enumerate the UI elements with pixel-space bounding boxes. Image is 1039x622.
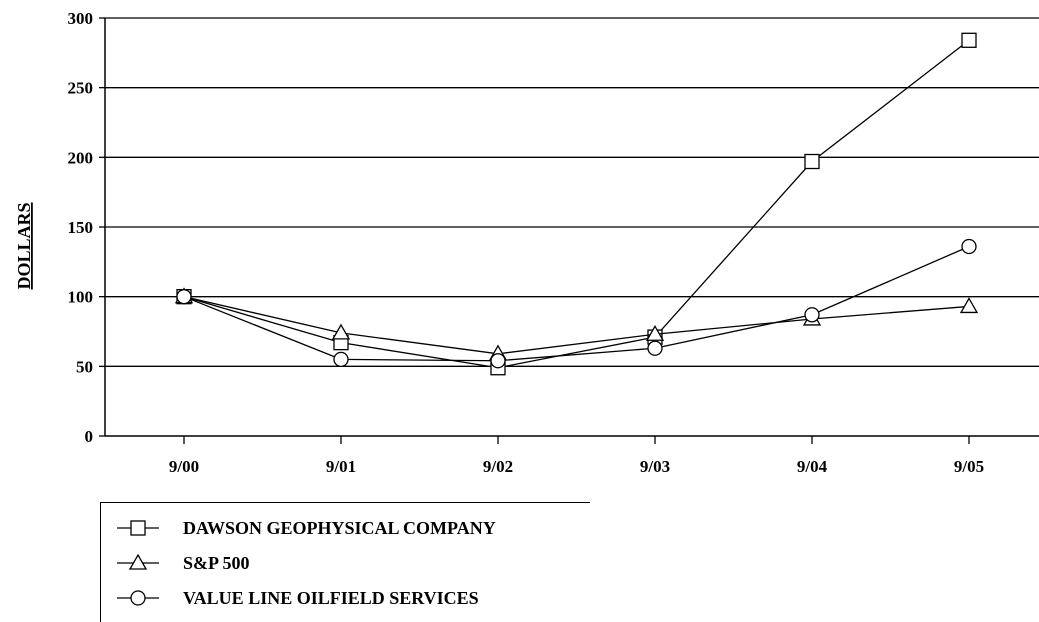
data-point-circle	[176, 289, 192, 305]
y-tick-label: 300	[68, 9, 94, 28]
legend-item-dawson: DAWSON GEOPHYSICAL COMPANY	[115, 513, 496, 543]
x-tick-label: 9/03	[640, 457, 670, 476]
legend-label: VALUE LINE OILFIELD SERVICES	[183, 587, 479, 608]
legend-label: DAWSON GEOPHYSICAL COMPANY	[183, 517, 496, 538]
legend-label: S&P 500	[183, 552, 250, 573]
data-point-circle	[804, 307, 820, 323]
y-tick-label: 250	[68, 79, 94, 98]
data-point-circle	[647, 340, 663, 356]
data-point-triangle	[959, 297, 979, 314]
y-tick-label: 0	[85, 427, 94, 446]
x-tick-label: 9/05	[954, 457, 984, 476]
x-tick-label: 9/02	[483, 457, 513, 476]
data-point-triangle	[331, 323, 351, 340]
y-gridlines	[105, 17, 1039, 367]
legend: DAWSON GEOPHYSICAL COMPANY S&P 500 VALUE…	[100, 502, 590, 622]
x-tick-labels: 9/00 9/01 9/02 9/03 9/04 9/05	[169, 457, 984, 476]
series-line	[183, 296, 970, 355]
square-marker-icon	[117, 520, 159, 536]
data-point-circle	[333, 351, 349, 368]
axes	[99, 17, 1039, 444]
legend-item-sp500: S&P 500	[115, 548, 250, 578]
y-tick-label: 200	[68, 148, 94, 167]
x-tick-label: 9/00	[169, 457, 199, 476]
series-triangle	[174, 287, 979, 361]
data-point-square	[961, 32, 977, 48]
x-tick-label: 9/01	[326, 457, 356, 476]
series-circle	[176, 238, 977, 369]
legend-item-value-line: VALUE LINE OILFIELD SERVICES	[115, 583, 479, 613]
series-line	[183, 245, 970, 362]
y-tick-labels: 0 50 100 150 200 250 300	[68, 9, 94, 446]
circle-marker-icon	[117, 590, 159, 606]
data-point-circle	[961, 238, 977, 255]
data-point-triangle	[645, 324, 665, 341]
data-point-circle	[490, 353, 506, 369]
data-point-square	[804, 153, 820, 170]
y-axis-label: DOLLARS	[14, 202, 34, 289]
series-lines	[174, 32, 979, 376]
x-tick-label: 9/04	[797, 457, 828, 476]
y-tick-label: 50	[76, 357, 93, 376]
y-tick-label: 100	[68, 288, 94, 307]
triangle-marker-icon	[117, 553, 159, 570]
series-square	[176, 32, 977, 376]
y-tick-label: 150	[68, 218, 94, 237]
series-line	[183, 39, 970, 369]
